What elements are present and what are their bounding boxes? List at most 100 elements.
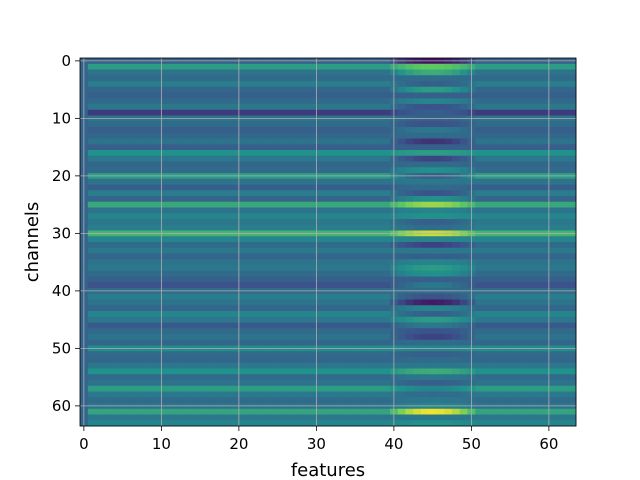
heatmap-cell xyxy=(281,362,290,369)
heatmap-cell xyxy=(103,253,112,260)
heatmap-cell xyxy=(351,201,360,208)
heatmap-cell xyxy=(173,86,182,93)
heatmap-cell xyxy=(328,167,337,174)
heatmap-cell xyxy=(126,109,135,116)
heatmap-cell xyxy=(560,420,569,427)
heatmap-cell xyxy=(537,259,546,266)
heatmap-cell xyxy=(87,161,96,168)
heatmap-cell xyxy=(211,63,220,70)
heatmap-cell xyxy=(304,328,313,335)
heatmap-cell xyxy=(173,339,182,346)
heatmap-cell xyxy=(366,357,375,364)
heatmap-cell xyxy=(560,167,569,174)
heatmap-cell xyxy=(142,190,151,197)
heatmap-cell xyxy=(452,63,461,70)
heatmap-cell xyxy=(204,242,213,249)
heatmap-cell xyxy=(351,144,360,151)
heatmap-cell xyxy=(188,276,197,283)
heatmap-cell xyxy=(219,357,228,364)
heatmap-cell xyxy=(289,86,298,93)
heatmap-cell xyxy=(335,236,344,243)
heatmap-cell xyxy=(204,190,213,197)
heatmap-cell xyxy=(266,276,275,283)
heatmap-cell xyxy=(529,155,538,162)
heatmap-cell xyxy=(475,328,484,335)
heatmap-cell xyxy=(227,178,236,185)
heatmap-cell xyxy=(273,351,282,358)
heatmap-cell xyxy=(560,253,569,260)
heatmap-cell xyxy=(560,259,569,266)
heatmap-cell xyxy=(498,144,507,151)
heatmap-cell xyxy=(335,247,344,254)
heatmap-cell xyxy=(118,253,127,260)
heatmap-cell xyxy=(459,196,468,203)
heatmap-cell xyxy=(149,213,158,220)
heatmap-cell xyxy=(204,397,213,404)
heatmap-cell xyxy=(374,328,383,335)
heatmap-cell xyxy=(397,178,406,185)
heatmap-cell xyxy=(351,161,360,168)
heatmap-cell xyxy=(529,109,538,116)
heatmap-cell xyxy=(118,161,127,168)
heatmap-cell xyxy=(343,357,352,364)
heatmap-cell xyxy=(490,109,499,116)
heatmap-cell xyxy=(498,224,507,231)
heatmap-cell xyxy=(211,150,220,157)
heatmap-cell xyxy=(134,213,143,220)
heatmap-cell xyxy=(196,219,205,226)
heatmap-cell xyxy=(483,293,492,300)
heatmap-cell xyxy=(118,219,127,226)
heatmap-cell xyxy=(188,207,197,214)
heatmap-cell xyxy=(134,127,143,134)
heatmap-cell xyxy=(111,351,120,358)
heatmap-cell xyxy=(149,201,158,208)
heatmap-cell xyxy=(118,265,127,272)
heatmap-cell xyxy=(204,236,213,243)
heatmap-cell xyxy=(560,81,569,88)
heatmap-cell xyxy=(304,322,313,329)
heatmap-cell xyxy=(490,259,499,266)
heatmap-cell xyxy=(521,357,530,364)
heatmap-cell xyxy=(281,121,290,128)
heatmap-cell xyxy=(250,391,259,398)
heatmap-cell xyxy=(289,305,298,312)
heatmap-cell xyxy=(506,63,515,70)
heatmap-cell xyxy=(351,328,360,335)
heatmap-cell xyxy=(118,259,127,266)
heatmap-cell xyxy=(498,213,507,220)
heatmap-cell xyxy=(204,178,213,185)
heatmap-cell xyxy=(320,81,329,88)
heatmap-cell xyxy=(568,63,577,70)
heatmap-cell xyxy=(421,265,430,272)
heatmap-cell xyxy=(452,339,461,346)
heatmap-cell xyxy=(421,328,430,335)
heatmap-cell xyxy=(111,368,120,375)
heatmap-cell xyxy=(211,86,220,93)
heatmap-cell xyxy=(552,132,561,139)
heatmap-cell xyxy=(498,121,507,128)
heatmap-cell xyxy=(498,184,507,191)
heatmap-cell xyxy=(421,138,430,145)
heatmap-cell xyxy=(103,121,112,128)
heatmap-cell xyxy=(273,81,282,88)
heatmap-cell xyxy=(328,305,337,312)
heatmap-cell xyxy=(188,144,197,151)
heatmap-cell xyxy=(568,397,577,404)
heatmap-cell xyxy=(413,236,422,243)
heatmap-cell xyxy=(498,397,507,404)
heatmap-cell xyxy=(165,224,174,231)
heatmap-cell xyxy=(351,397,360,404)
heatmap-cell xyxy=(196,368,205,375)
heatmap-cell xyxy=(359,92,368,99)
heatmap-cell xyxy=(382,92,391,99)
heatmap-cell xyxy=(142,109,151,116)
heatmap-cell xyxy=(188,167,197,174)
heatmap-cell xyxy=(304,351,313,358)
heatmap-cell xyxy=(304,265,313,272)
heatmap-cell xyxy=(537,311,546,318)
heatmap-cell xyxy=(142,69,151,76)
heatmap-cell xyxy=(328,357,337,364)
heatmap-cell xyxy=(134,351,143,358)
heatmap-cell xyxy=(219,420,228,427)
heatmap-cell xyxy=(537,270,546,277)
